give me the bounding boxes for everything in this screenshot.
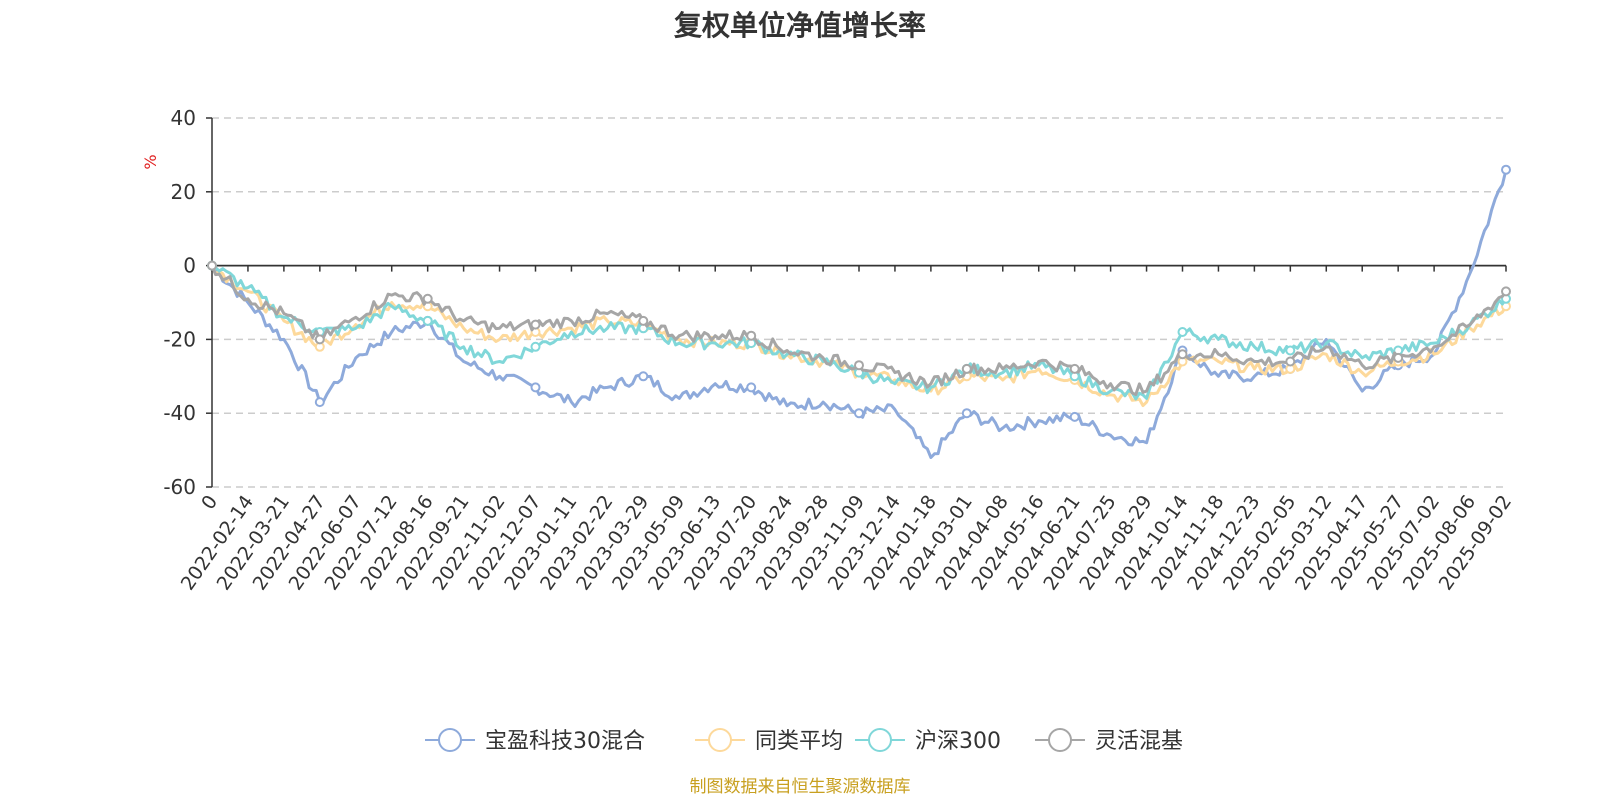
data-point <box>530 341 541 352</box>
y-tick-label: 0 <box>183 254 196 278</box>
legend-item[interactable]: 沪深300 <box>855 728 1001 754</box>
legend-label: 同类平均 <box>755 729 843 754</box>
data-point <box>314 334 325 345</box>
chart-title: 复权单位净值增长率 <box>674 9 926 42</box>
legend-marker-icon <box>1048 728 1072 752</box>
legend-label: 沪深300 <box>915 729 1001 754</box>
legend-item[interactable]: 灵活混基 <box>1035 728 1183 754</box>
y-tick-label: 20 <box>171 180 196 204</box>
legend-label: 灵活混基 <box>1095 729 1183 754</box>
data-point <box>746 330 757 341</box>
legend-label: 宝盈科技30混合 <box>485 729 645 754</box>
y-axis-unit-label: % <box>141 154 160 169</box>
data-point <box>1501 164 1511 175</box>
legend-marker-icon <box>438 728 462 752</box>
data-point <box>1069 363 1080 374</box>
data-point <box>746 382 757 393</box>
data-point <box>314 397 325 408</box>
legend-marker-icon <box>708 728 732 752</box>
data-point <box>1177 327 1188 337</box>
data-point <box>530 319 541 330</box>
data-point <box>207 260 217 271</box>
series-3 <box>207 260 1511 396</box>
data-point <box>1069 411 1080 422</box>
data-point <box>638 371 649 382</box>
y-axis-ticks: 40 20 0 -20 -40 -60 <box>163 106 213 499</box>
data-point <box>530 382 541 393</box>
y-tick-label: 40 <box>171 106 196 130</box>
legend-item[interactable]: 同类平均 <box>695 728 843 754</box>
series-lines <box>207 164 1511 459</box>
data-point <box>1285 345 1296 356</box>
data-point <box>1177 349 1188 360</box>
x-tick-label: 0 <box>197 491 222 514</box>
series-line <box>211 264 1508 401</box>
series-1 <box>207 260 1511 408</box>
data-point <box>638 315 649 326</box>
data-point <box>961 408 972 419</box>
data-point <box>854 360 864 371</box>
source-note: 制图数据来自恒生聚源数据库 <box>690 777 911 797</box>
legend-item[interactable]: 宝盈科技30混合 <box>425 728 645 754</box>
legend: 宝盈科技30混合 同类平均 沪深300 灵活混基 <box>425 728 1183 754</box>
data-point <box>1393 352 1404 363</box>
data-point <box>422 293 433 304</box>
data-point <box>1285 356 1296 367</box>
series-line <box>210 265 1508 408</box>
y-tick-label: -60 <box>163 475 196 499</box>
series-2 <box>207 260 1511 401</box>
data-point <box>1501 286 1511 297</box>
data-point <box>961 363 972 374</box>
data-point <box>422 315 433 326</box>
legend-marker-icon <box>868 728 892 752</box>
y-tick-label: -40 <box>163 401 196 425</box>
data-point <box>854 408 864 419</box>
y-tick-label: -20 <box>163 327 196 351</box>
grid-lines <box>212 117 1506 488</box>
